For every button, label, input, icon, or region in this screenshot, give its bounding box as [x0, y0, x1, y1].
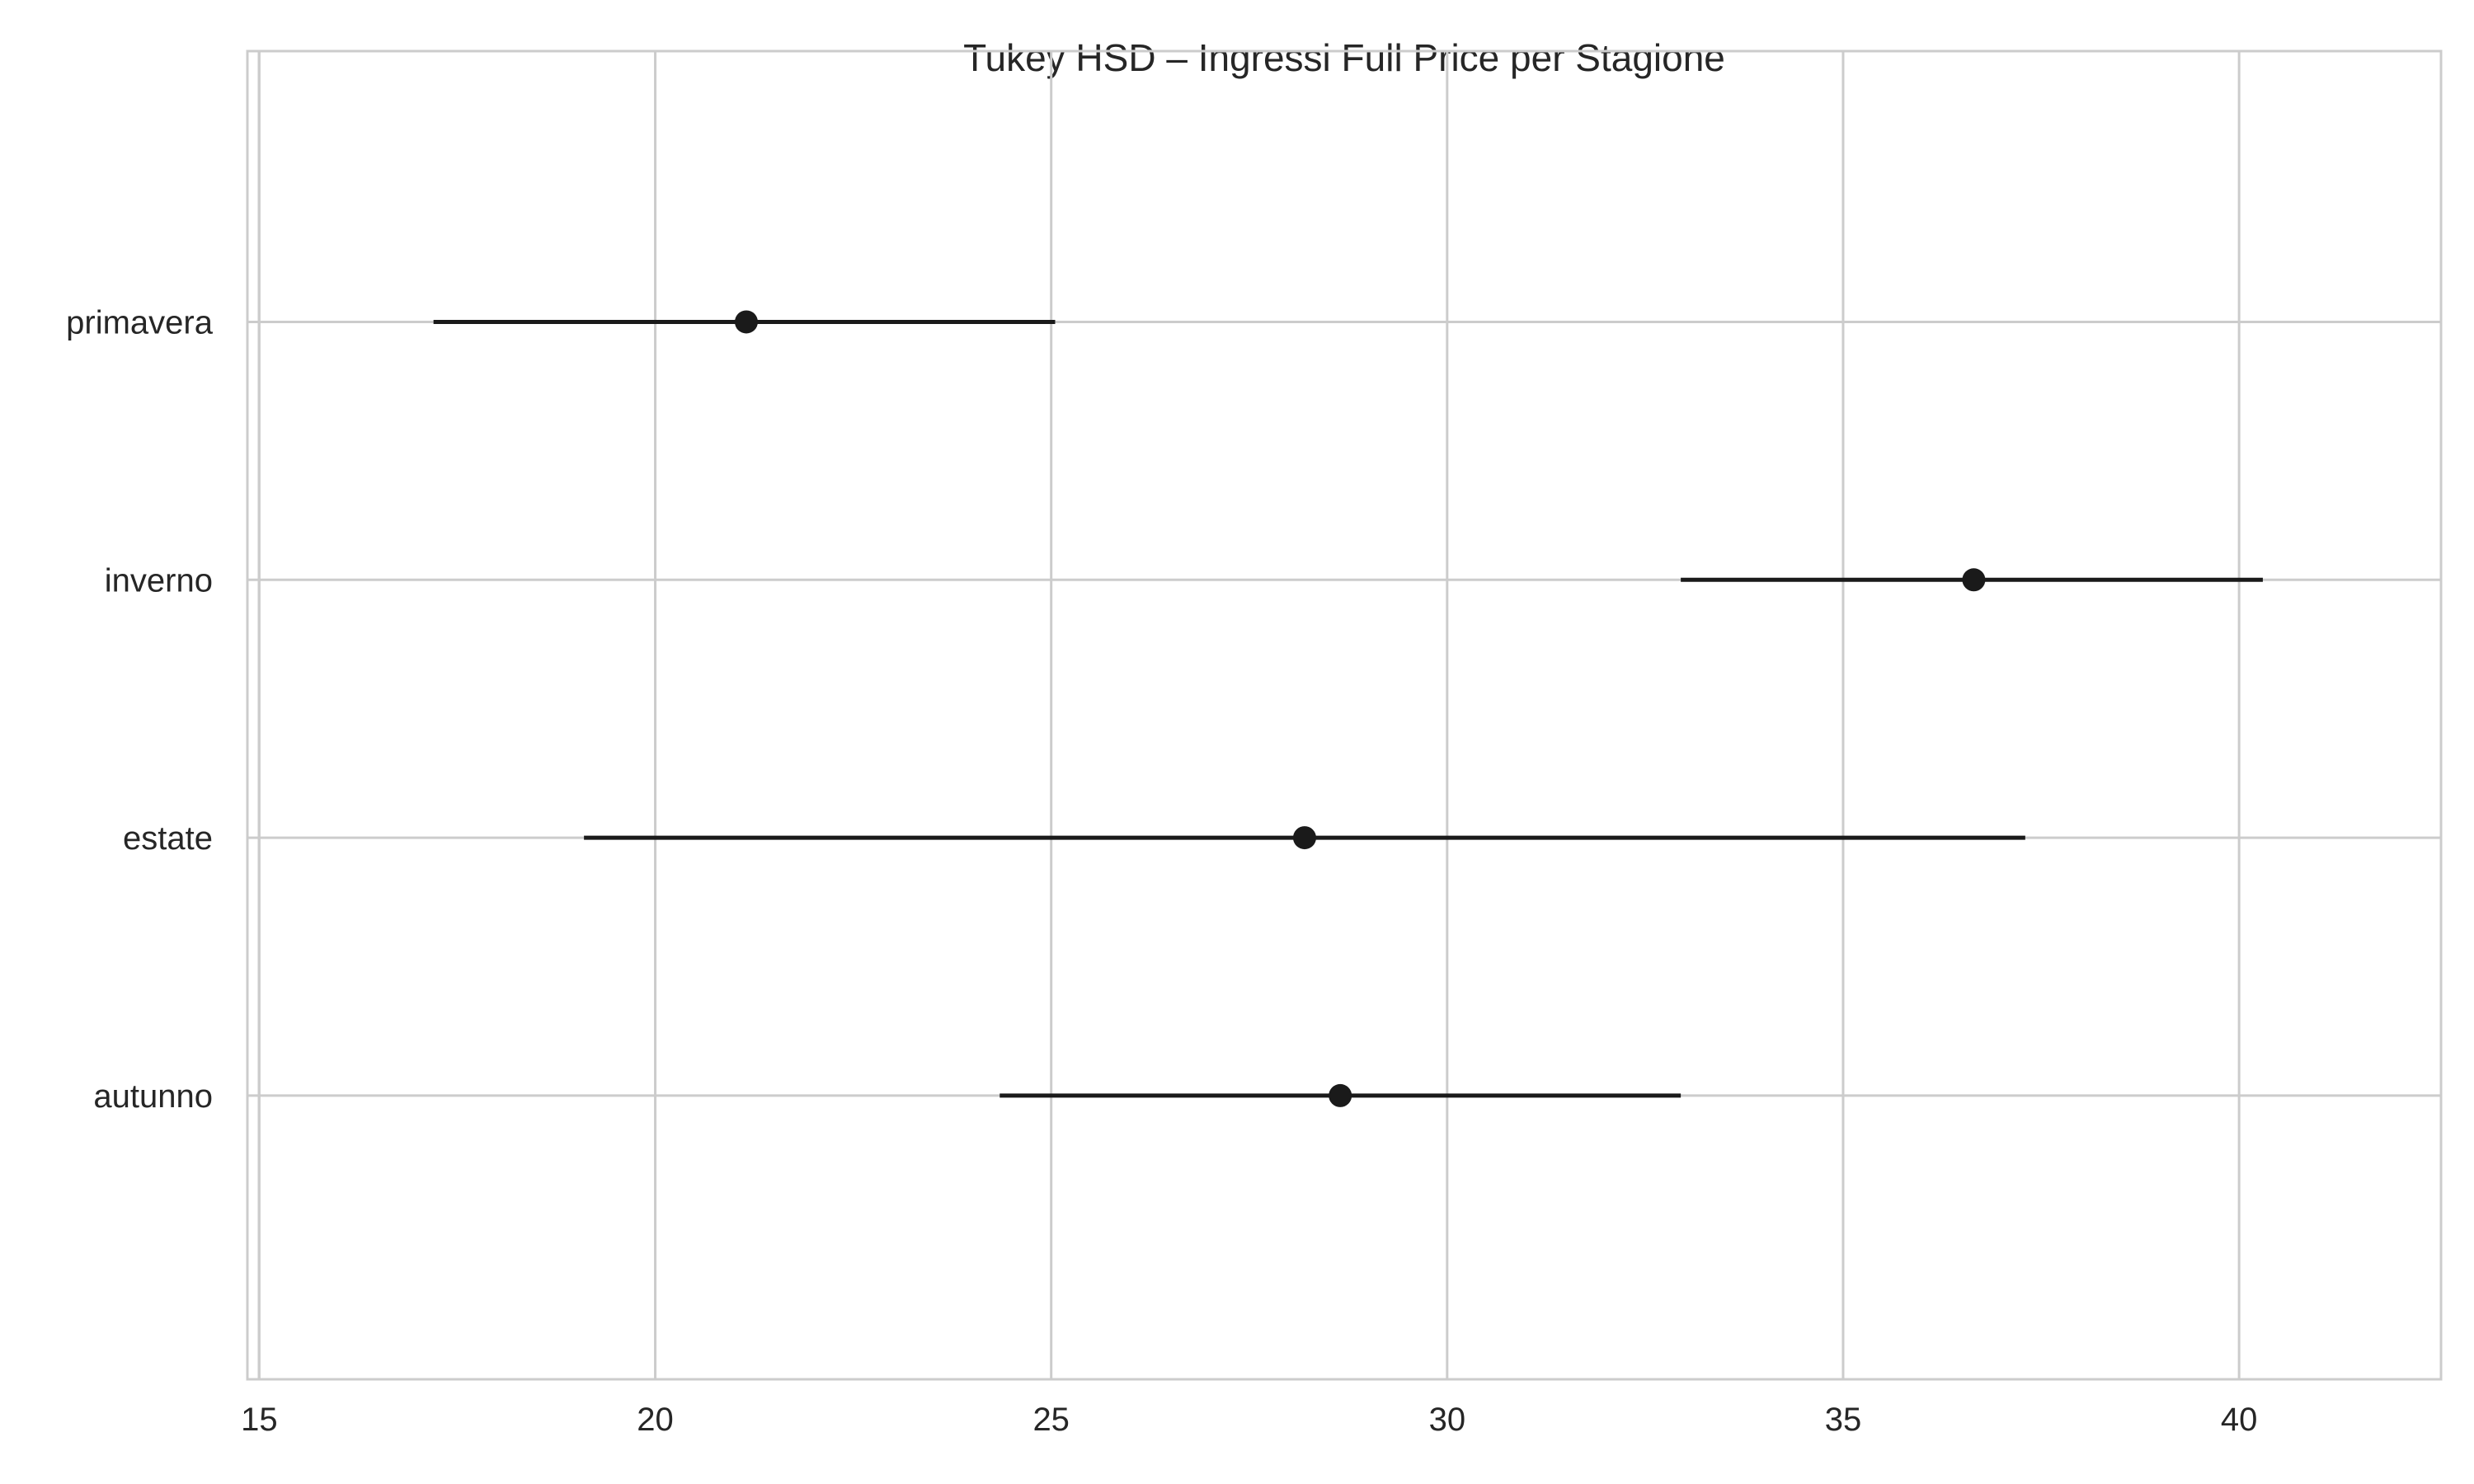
y-tick-label: autunno	[93, 1078, 213, 1115]
x-tick-label: 20	[637, 1402, 674, 1438]
mean-point-autunno	[1329, 1083, 1352, 1107]
chart-title: Tukey HSD – Ingressi Full Price per Stag…	[963, 36, 1725, 79]
mean-point-primavera	[734, 310, 758, 334]
y-tick-label: estate	[123, 820, 213, 857]
chart-marks	[433, 310, 2263, 1107]
y-tick-label: primavera	[66, 304, 214, 340]
mean-point-inverno	[1962, 568, 1986, 592]
mean-point-estate	[1292, 826, 1316, 850]
plot-frame	[246, 49, 2443, 1381]
x-tick-label: 40	[2221, 1402, 2258, 1438]
x-tick-label: 25	[1032, 1402, 1070, 1438]
y-tick-label: inverno	[105, 562, 213, 599]
x-tick-label: 30	[1429, 1402, 1466, 1438]
x-tick-label: 15	[241, 1402, 278, 1438]
x-tick-label: 35	[1825, 1402, 1862, 1438]
axes: 15 20 25 30 35 40 primavera inverno estate autunn…	[66, 49, 2443, 1438]
